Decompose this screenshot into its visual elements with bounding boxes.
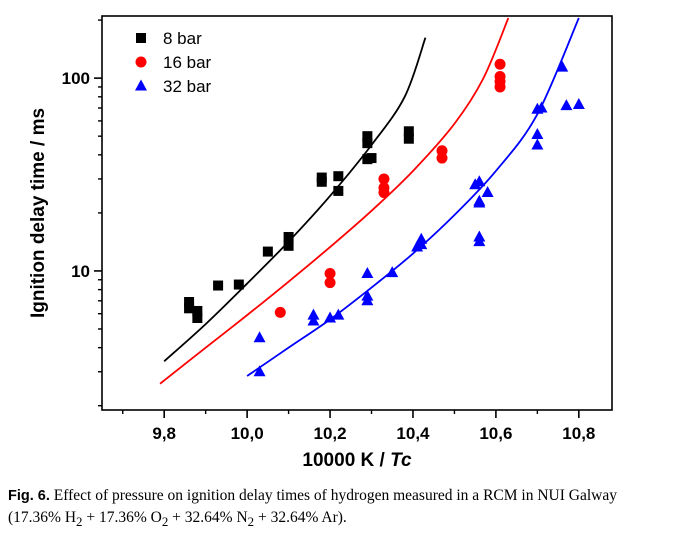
data-point-triangle bbox=[386, 266, 399, 278]
data-point-square bbox=[192, 305, 203, 316]
x-tick-label: 10,2 bbox=[314, 424, 347, 443]
data-point-triangle bbox=[415, 238, 428, 250]
data-point-circle bbox=[494, 58, 506, 70]
data-point-square bbox=[316, 176, 327, 187]
data-point-triangle bbox=[535, 101, 548, 113]
x-tick-label: 10,4 bbox=[396, 424, 430, 443]
legend: 8 bar 16 bar 32 bar bbox=[135, 29, 212, 96]
data-point-triangle bbox=[572, 97, 585, 109]
caption-text: Effect of pressure on ignition delay tim… bbox=[8, 487, 617, 530]
fit-curve bbox=[159, 17, 510, 385]
data-point-triangle bbox=[361, 266, 374, 278]
legend-label: 16 bar bbox=[163, 53, 212, 72]
fit-curve bbox=[246, 17, 580, 377]
data-point-square bbox=[366, 153, 377, 164]
data-point-square bbox=[184, 297, 195, 308]
fit-curves bbox=[159, 17, 580, 385]
data-point-circle bbox=[378, 173, 390, 185]
data-point-circle bbox=[378, 187, 390, 199]
x-tick-label: 9,8 bbox=[152, 424, 176, 443]
data-point-circle bbox=[324, 267, 336, 279]
figure-caption: Fig. 6. Effect of pressure on ignition d… bbox=[8, 485, 668, 532]
data-markers bbox=[184, 58, 585, 377]
y-axis-title: Ignition delay time / ms bbox=[28, 108, 49, 318]
data-point-triangle bbox=[531, 138, 544, 150]
data-point-circle bbox=[494, 81, 506, 93]
data-point-circle bbox=[274, 306, 286, 318]
data-point-triangle bbox=[324, 311, 337, 323]
plot-frame bbox=[101, 15, 613, 411]
data-point-square bbox=[262, 246, 273, 257]
data-point-triangle bbox=[481, 186, 494, 198]
data-point-circle bbox=[135, 56, 147, 68]
ignition-delay-chart: 9,8 10,0 10,2 10,4 10,6 10,8 10 100 8 bar 16 ba… bbox=[28, 15, 613, 470]
data-point-triangle bbox=[473, 235, 486, 247]
data-point-triangle bbox=[361, 294, 374, 306]
data-point-square bbox=[362, 138, 373, 149]
legend-label: 8 bar bbox=[163, 29, 202, 48]
x-axis-title: 10000 K / Tc bbox=[302, 450, 412, 470]
data-point-square bbox=[283, 231, 294, 242]
data-point-square bbox=[333, 171, 344, 182]
data-point-triangle bbox=[253, 365, 266, 377]
data-point-triangle bbox=[531, 128, 544, 140]
axis-ticks bbox=[94, 19, 580, 418]
data-point-triangle bbox=[473, 175, 486, 187]
y-tick-label: 10 bbox=[71, 262, 90, 281]
legend-label: 32 bar bbox=[163, 77, 212, 96]
data-point-triangle bbox=[560, 99, 573, 111]
data-point-square bbox=[362, 131, 373, 142]
data-point-triangle bbox=[253, 331, 266, 343]
data-point-square bbox=[283, 240, 294, 251]
data-point-triangle bbox=[307, 308, 320, 320]
data-point-triangle bbox=[332, 308, 345, 320]
data-point-triangle bbox=[307, 314, 320, 326]
data-point-square bbox=[333, 185, 344, 196]
data-point-square bbox=[233, 279, 244, 290]
x-tick-label: 10,8 bbox=[562, 424, 595, 443]
data-point-triangle bbox=[473, 196, 486, 208]
data-point-circle bbox=[324, 277, 336, 289]
y-tick-labels: 10 100 bbox=[62, 69, 90, 281]
data-point-triangle bbox=[135, 79, 147, 91]
data-point-square bbox=[403, 126, 414, 137]
fit-curve bbox=[163, 37, 427, 362]
data-point-square bbox=[184, 303, 195, 314]
data-point-square bbox=[136, 33, 146, 43]
data-point-square bbox=[213, 280, 224, 291]
x-tick-label: 10,6 bbox=[479, 424, 512, 443]
x-tick-labels: 9,8 10,0 10,2 10,4 10,6 10,8 bbox=[152, 424, 595, 443]
y-tick-label: 100 bbox=[62, 69, 90, 88]
data-point-square bbox=[192, 313, 203, 324]
x-tick-label: 10,0 bbox=[231, 424, 264, 443]
data-point-square bbox=[403, 133, 414, 144]
data-point-circle bbox=[436, 152, 448, 164]
caption-label: Fig. 6. bbox=[8, 488, 50, 504]
data-point-triangle bbox=[556, 60, 569, 72]
